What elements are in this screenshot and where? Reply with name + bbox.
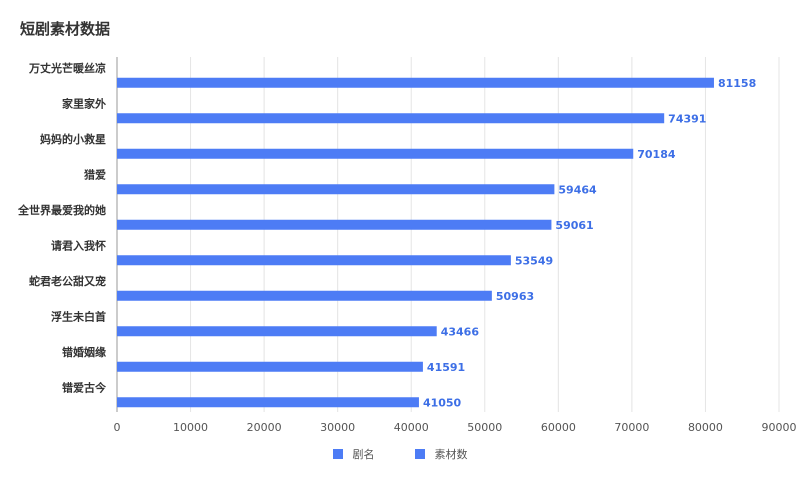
- value-labels: 81158 74391 70184 59464 59061 53549 50963 43466…: [423, 77, 756, 410]
- bar[interactable]: [117, 326, 437, 337]
- legend-swatch-0: [332, 449, 343, 459]
- legend-item-0[interactable]: 剧名: [332, 446, 375, 462]
- legend: 剧名 素材数: [0, 446, 800, 462]
- value-label: 43466: [441, 325, 480, 338]
- value-label: 53549: [515, 254, 553, 267]
- x-tick-label: 80000: [688, 421, 723, 434]
- bars: [117, 77, 714, 408]
- category-label: 浮生未白首: [51, 309, 106, 323]
- category-label: 错爱古今: [62, 380, 107, 394]
- x-tick-label: 10000: [173, 421, 208, 434]
- category-label: 妈妈的小救星: [40, 132, 106, 146]
- x-axis-ticks: 0 10000 20000 30000 40000 50000 60000 70000 8000…: [114, 421, 797, 434]
- grid-lines: [116, 57, 780, 412]
- value-label: 50963: [496, 290, 534, 303]
- chart-title: 短剧素材数据: [20, 20, 111, 38]
- value-label: 70184: [637, 148, 676, 161]
- category-label: 请君入我怀: [51, 238, 106, 252]
- category-label: 蛇君老公甜又宠: [29, 274, 106, 288]
- value-label: 81158: [718, 77, 756, 90]
- category-label: 家里家外: [62, 96, 106, 110]
- category-label: 全世界最爱我的她: [17, 203, 106, 217]
- category-label: 万丈光芒暖丝凉: [28, 61, 106, 75]
- bar[interactable]: [117, 148, 634, 159]
- x-tick-label: 0: [114, 421, 121, 434]
- x-tick-label: 70000: [614, 421, 649, 434]
- bar[interactable]: [117, 113, 665, 124]
- bar[interactable]: [117, 184, 555, 195]
- value-label: 59061: [555, 219, 593, 232]
- value-label: 41050: [423, 396, 462, 409]
- bar[interactable]: [117, 77, 714, 88]
- x-tick-label: 60000: [541, 421, 576, 434]
- bar[interactable]: [117, 361, 423, 372]
- x-tick-label: 30000: [320, 421, 355, 434]
- value-label: 74391: [668, 112, 706, 125]
- legend-item-1[interactable]: 素材数: [414, 446, 468, 462]
- bar[interactable]: [117, 290, 492, 301]
- bar[interactable]: [117, 397, 419, 408]
- legend-swatch-1: [414, 449, 425, 459]
- legend-label-0: 剧名: [352, 448, 375, 461]
- x-tick-label: 50000: [467, 421, 502, 434]
- category-labels: 万丈光芒暖丝凉家里家外妈妈的小救星猎爱全世界最爱我的她请君入我怀蛇君老公甜又宠浮…: [17, 61, 107, 395]
- category-label: 错婚姻缘: [62, 345, 106, 359]
- bar[interactable]: [117, 219, 552, 230]
- category-label: 猎爱: [84, 167, 106, 181]
- x-tick-label: 20000: [247, 421, 282, 434]
- value-label: 59464: [558, 183, 597, 196]
- x-tick-label: 90000: [762, 421, 797, 434]
- legend-label-1: 素材数: [434, 448, 468, 461]
- value-label: 41591: [427, 361, 465, 374]
- x-tick-label: 40000: [394, 421, 429, 434]
- bar[interactable]: [117, 255, 511, 266]
